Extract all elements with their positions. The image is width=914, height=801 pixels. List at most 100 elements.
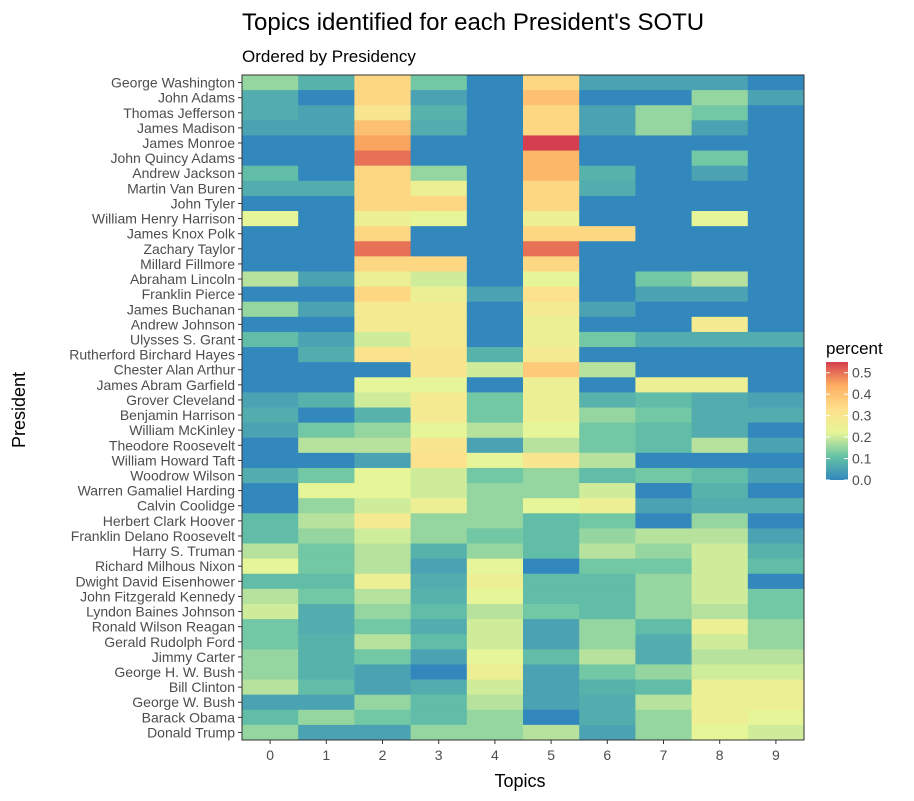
- heatmap-cell: [466, 150, 524, 167]
- y-tick-label: William Henry Harrison: [92, 211, 235, 227]
- heatmap-cell: [466, 301, 524, 318]
- heatmap-cell: [691, 226, 749, 242]
- panel-border: [241, 74, 805, 741]
- heatmap-cell: [410, 407, 468, 424]
- heatmap-cell: [691, 241, 749, 257]
- y-tick-label: Grover Cleveland: [126, 392, 235, 408]
- heatmap-cell: [354, 362, 411, 378]
- heatmap-cell: [410, 211, 468, 227]
- heatmap-cell: [354, 498, 411, 514]
- heatmap-cell: [298, 180, 355, 197]
- heatmap-cell: [691, 135, 749, 151]
- heatmap-cell: [579, 513, 636, 529]
- heatmap-cell: [523, 543, 580, 560]
- heatmap-cell: [747, 724, 805, 741]
- heatmap-cell: [298, 75, 355, 91]
- heatmap-cell: [691, 679, 749, 696]
- heatmap-cell: [579, 362, 636, 378]
- heatmap-cell: [466, 256, 524, 272]
- heatmap-cell: [242, 135, 299, 151]
- heatmap-cell: [410, 543, 468, 560]
- heatmap-cell: [635, 467, 692, 484]
- heatmap-cell: [747, 588, 805, 605]
- heatmap-cell: [298, 664, 355, 680]
- heatmap-cell: [466, 90, 524, 106]
- heatmap-cell: [466, 543, 524, 560]
- heatmap-cell: [747, 573, 805, 590]
- heatmap-cell: [410, 619, 468, 635]
- heatmap-cell: [523, 90, 580, 106]
- heatmap-cell: [747, 105, 805, 121]
- heatmap-cell: [691, 331, 749, 348]
- heatmap-cell: [635, 301, 692, 318]
- heatmap-cell: [410, 331, 468, 348]
- y-tick-label: George H. W. Bush: [114, 664, 235, 680]
- heatmap-cell: [298, 362, 355, 378]
- heatmap-cell: [747, 528, 805, 544]
- heatmap-cell: [410, 165, 468, 182]
- heatmap-cell: [242, 558, 299, 575]
- heatmap-cell: [635, 105, 692, 121]
- heatmap-cell: [691, 452, 749, 469]
- heatmap-cell: [523, 226, 580, 242]
- heatmap-cell: [410, 120, 468, 136]
- heatmap-cell: [354, 724, 411, 741]
- heatmap-cell: [579, 75, 636, 91]
- heatmap-cells: [242, 75, 805, 741]
- y-axis-title: President: [9, 372, 29, 448]
- heatmap-cell: [298, 498, 355, 514]
- heatmap-cell: [635, 422, 692, 439]
- legend-title: percent: [826, 339, 883, 358]
- heatmap-cell: [747, 90, 805, 106]
- heatmap-cell: [579, 347, 636, 363]
- heatmap-cell: [354, 679, 411, 696]
- heatmap-cell: [691, 603, 749, 620]
- heatmap-cell: [242, 331, 299, 348]
- heatmap-cell: [466, 724, 524, 741]
- legend-tick-label: 0.4: [852, 386, 872, 402]
- heatmap-cell: [691, 664, 749, 680]
- heatmap-cell: [579, 664, 636, 680]
- heatmap-cell: [579, 286, 636, 303]
- heatmap-cell: [466, 513, 524, 529]
- x-tick-label: 4: [491, 747, 499, 763]
- heatmap-cell: [354, 377, 411, 393]
- y-tick-label: Bill Clinton: [169, 679, 235, 695]
- heatmap-cell: [298, 573, 355, 590]
- heatmap-cell: [466, 286, 524, 303]
- heatmap-cell: [747, 709, 805, 726]
- heatmap-cell: [579, 543, 636, 560]
- heatmap-cell: [635, 316, 692, 333]
- heatmap-cell: [298, 679, 355, 696]
- heatmap-cell: [242, 483, 299, 499]
- heatmap-cell: [242, 634, 299, 650]
- heatmap-cell: [747, 664, 805, 680]
- heatmap-cell: [747, 513, 805, 529]
- heatmap-cell: [635, 452, 692, 469]
- heatmap-cell: [410, 256, 468, 272]
- heatmap-cell: [466, 362, 524, 378]
- heatmap-cell: [523, 165, 580, 182]
- heatmap-cell: [466, 649, 524, 665]
- heatmap-cell: [579, 603, 636, 620]
- heatmap-cell: [298, 619, 355, 635]
- heatmap-cell: [466, 452, 524, 469]
- heatmap-cell: [747, 392, 805, 408]
- heatmap-cell: [691, 377, 749, 393]
- heatmap-cell: [523, 105, 580, 121]
- heatmap-cell: [579, 316, 636, 333]
- y-tick-label: Franklin Delano Roosevelt: [71, 528, 235, 544]
- heatmap-cell: [579, 437, 636, 454]
- heatmap-cell: [298, 211, 355, 227]
- heatmap-cell: [410, 180, 468, 197]
- heatmap-cell: [635, 649, 692, 665]
- heatmap-cell: [747, 226, 805, 242]
- heatmap-cell: [635, 90, 692, 106]
- heatmap-cell: [579, 211, 636, 227]
- y-tick-label: Thomas Jefferson: [123, 105, 235, 121]
- heatmap-cell: [691, 634, 749, 650]
- y-tick-label: James Madison: [137, 120, 235, 136]
- heatmap-cell: [579, 467, 636, 484]
- heatmap-cell: [354, 301, 411, 318]
- heatmap-cell: [410, 664, 468, 680]
